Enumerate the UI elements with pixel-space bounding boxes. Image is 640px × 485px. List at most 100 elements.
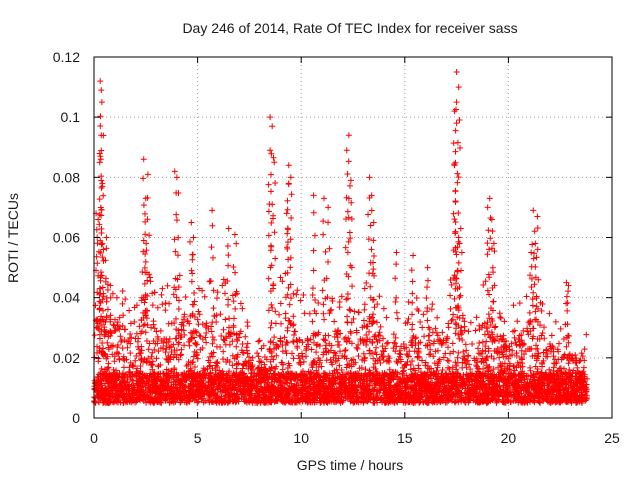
- data-point: [294, 287, 300, 293]
- data-point: [183, 294, 189, 300]
- data-point: [104, 313, 110, 319]
- data-point: [355, 309, 361, 315]
- data-point: [409, 358, 415, 364]
- data-point: [459, 337, 465, 343]
- data-point: [533, 342, 539, 348]
- data-point: [225, 302, 231, 308]
- data-point: [337, 299, 343, 305]
- data-point: [354, 345, 360, 351]
- data-point: [376, 293, 382, 299]
- data-point: [159, 286, 165, 292]
- data-point: [195, 321, 201, 327]
- data-point: [176, 306, 182, 312]
- data-point: [210, 353, 216, 359]
- data-points: [91, 69, 590, 406]
- data-point: [214, 359, 220, 365]
- data-point: [302, 310, 308, 316]
- data-point: [449, 282, 455, 288]
- data-point: [151, 318, 157, 324]
- data-point: [209, 341, 215, 347]
- data-point: [240, 341, 246, 347]
- data-point: [450, 341, 456, 347]
- data-point: [510, 363, 516, 369]
- data-point: [517, 300, 523, 306]
- data-point: [202, 294, 208, 300]
- data-point: [473, 327, 479, 333]
- data-point: [220, 356, 226, 362]
- data-point: [401, 368, 407, 374]
- data-point: [355, 353, 361, 359]
- data-point: [121, 364, 127, 370]
- data-point: [415, 355, 421, 361]
- data-point: [497, 310, 503, 316]
- data-point: [432, 325, 438, 331]
- data-point: [126, 308, 132, 314]
- data-point: [419, 325, 425, 331]
- data-point: [320, 311, 326, 317]
- data-point: [511, 302, 517, 308]
- data-point: [178, 347, 184, 353]
- data-point: [186, 343, 192, 349]
- data-point: [239, 306, 245, 312]
- data-point: [579, 350, 585, 356]
- data-point: [213, 319, 219, 325]
- data-point: [122, 296, 128, 302]
- data-point: [214, 295, 220, 301]
- data-point: [165, 283, 171, 289]
- data-point: [221, 277, 227, 283]
- data-point: [220, 327, 226, 333]
- data-point: [381, 357, 387, 363]
- data-point: [291, 355, 297, 361]
- data-point: [92, 332, 98, 338]
- data-point: [549, 332, 555, 338]
- data-point: [384, 315, 390, 321]
- data-point: [153, 328, 159, 334]
- data-point: [417, 319, 423, 325]
- data-point: [501, 318, 507, 324]
- data-point: [154, 355, 160, 361]
- data-point: [372, 361, 378, 367]
- data-point: [238, 301, 244, 307]
- data-point: [460, 312, 466, 318]
- data-point: [166, 321, 172, 327]
- data-point: [155, 305, 161, 311]
- data-point: [328, 307, 334, 313]
- data-point: [278, 300, 284, 306]
- data-point: [455, 350, 461, 356]
- data-point: [445, 320, 451, 326]
- data-point: [374, 319, 380, 325]
- data-point: [217, 311, 223, 317]
- data-point: [181, 342, 187, 348]
- data-point: [343, 347, 349, 353]
- data-point: [561, 336, 567, 342]
- data-point: [291, 321, 297, 327]
- data-point: [254, 350, 260, 356]
- data-point: [163, 300, 169, 306]
- data-point: [217, 344, 223, 350]
- data-point: [104, 340, 110, 346]
- data-point: [461, 318, 467, 324]
- data-point: [220, 349, 226, 355]
- data-point: [361, 351, 367, 357]
- data-point: [483, 339, 489, 345]
- data-point: [245, 351, 251, 357]
- data-point: [348, 330, 354, 336]
- data-point: [394, 310, 400, 316]
- data-point: [406, 299, 412, 305]
- data-point: [120, 288, 126, 294]
- data-point: [298, 298, 304, 304]
- data-point: [366, 329, 372, 335]
- data-point: [127, 335, 133, 341]
- data-point: [527, 365, 533, 371]
- data-point: [414, 295, 420, 301]
- data-point: [290, 313, 296, 319]
- data-point: [244, 319, 250, 325]
- data-point: [245, 341, 251, 347]
- data-point: [97, 332, 103, 338]
- data-point: [233, 366, 239, 372]
- data-point: [361, 307, 367, 313]
- data-point: [476, 340, 482, 346]
- data-point: [142, 321, 148, 327]
- data-point: [546, 311, 552, 317]
